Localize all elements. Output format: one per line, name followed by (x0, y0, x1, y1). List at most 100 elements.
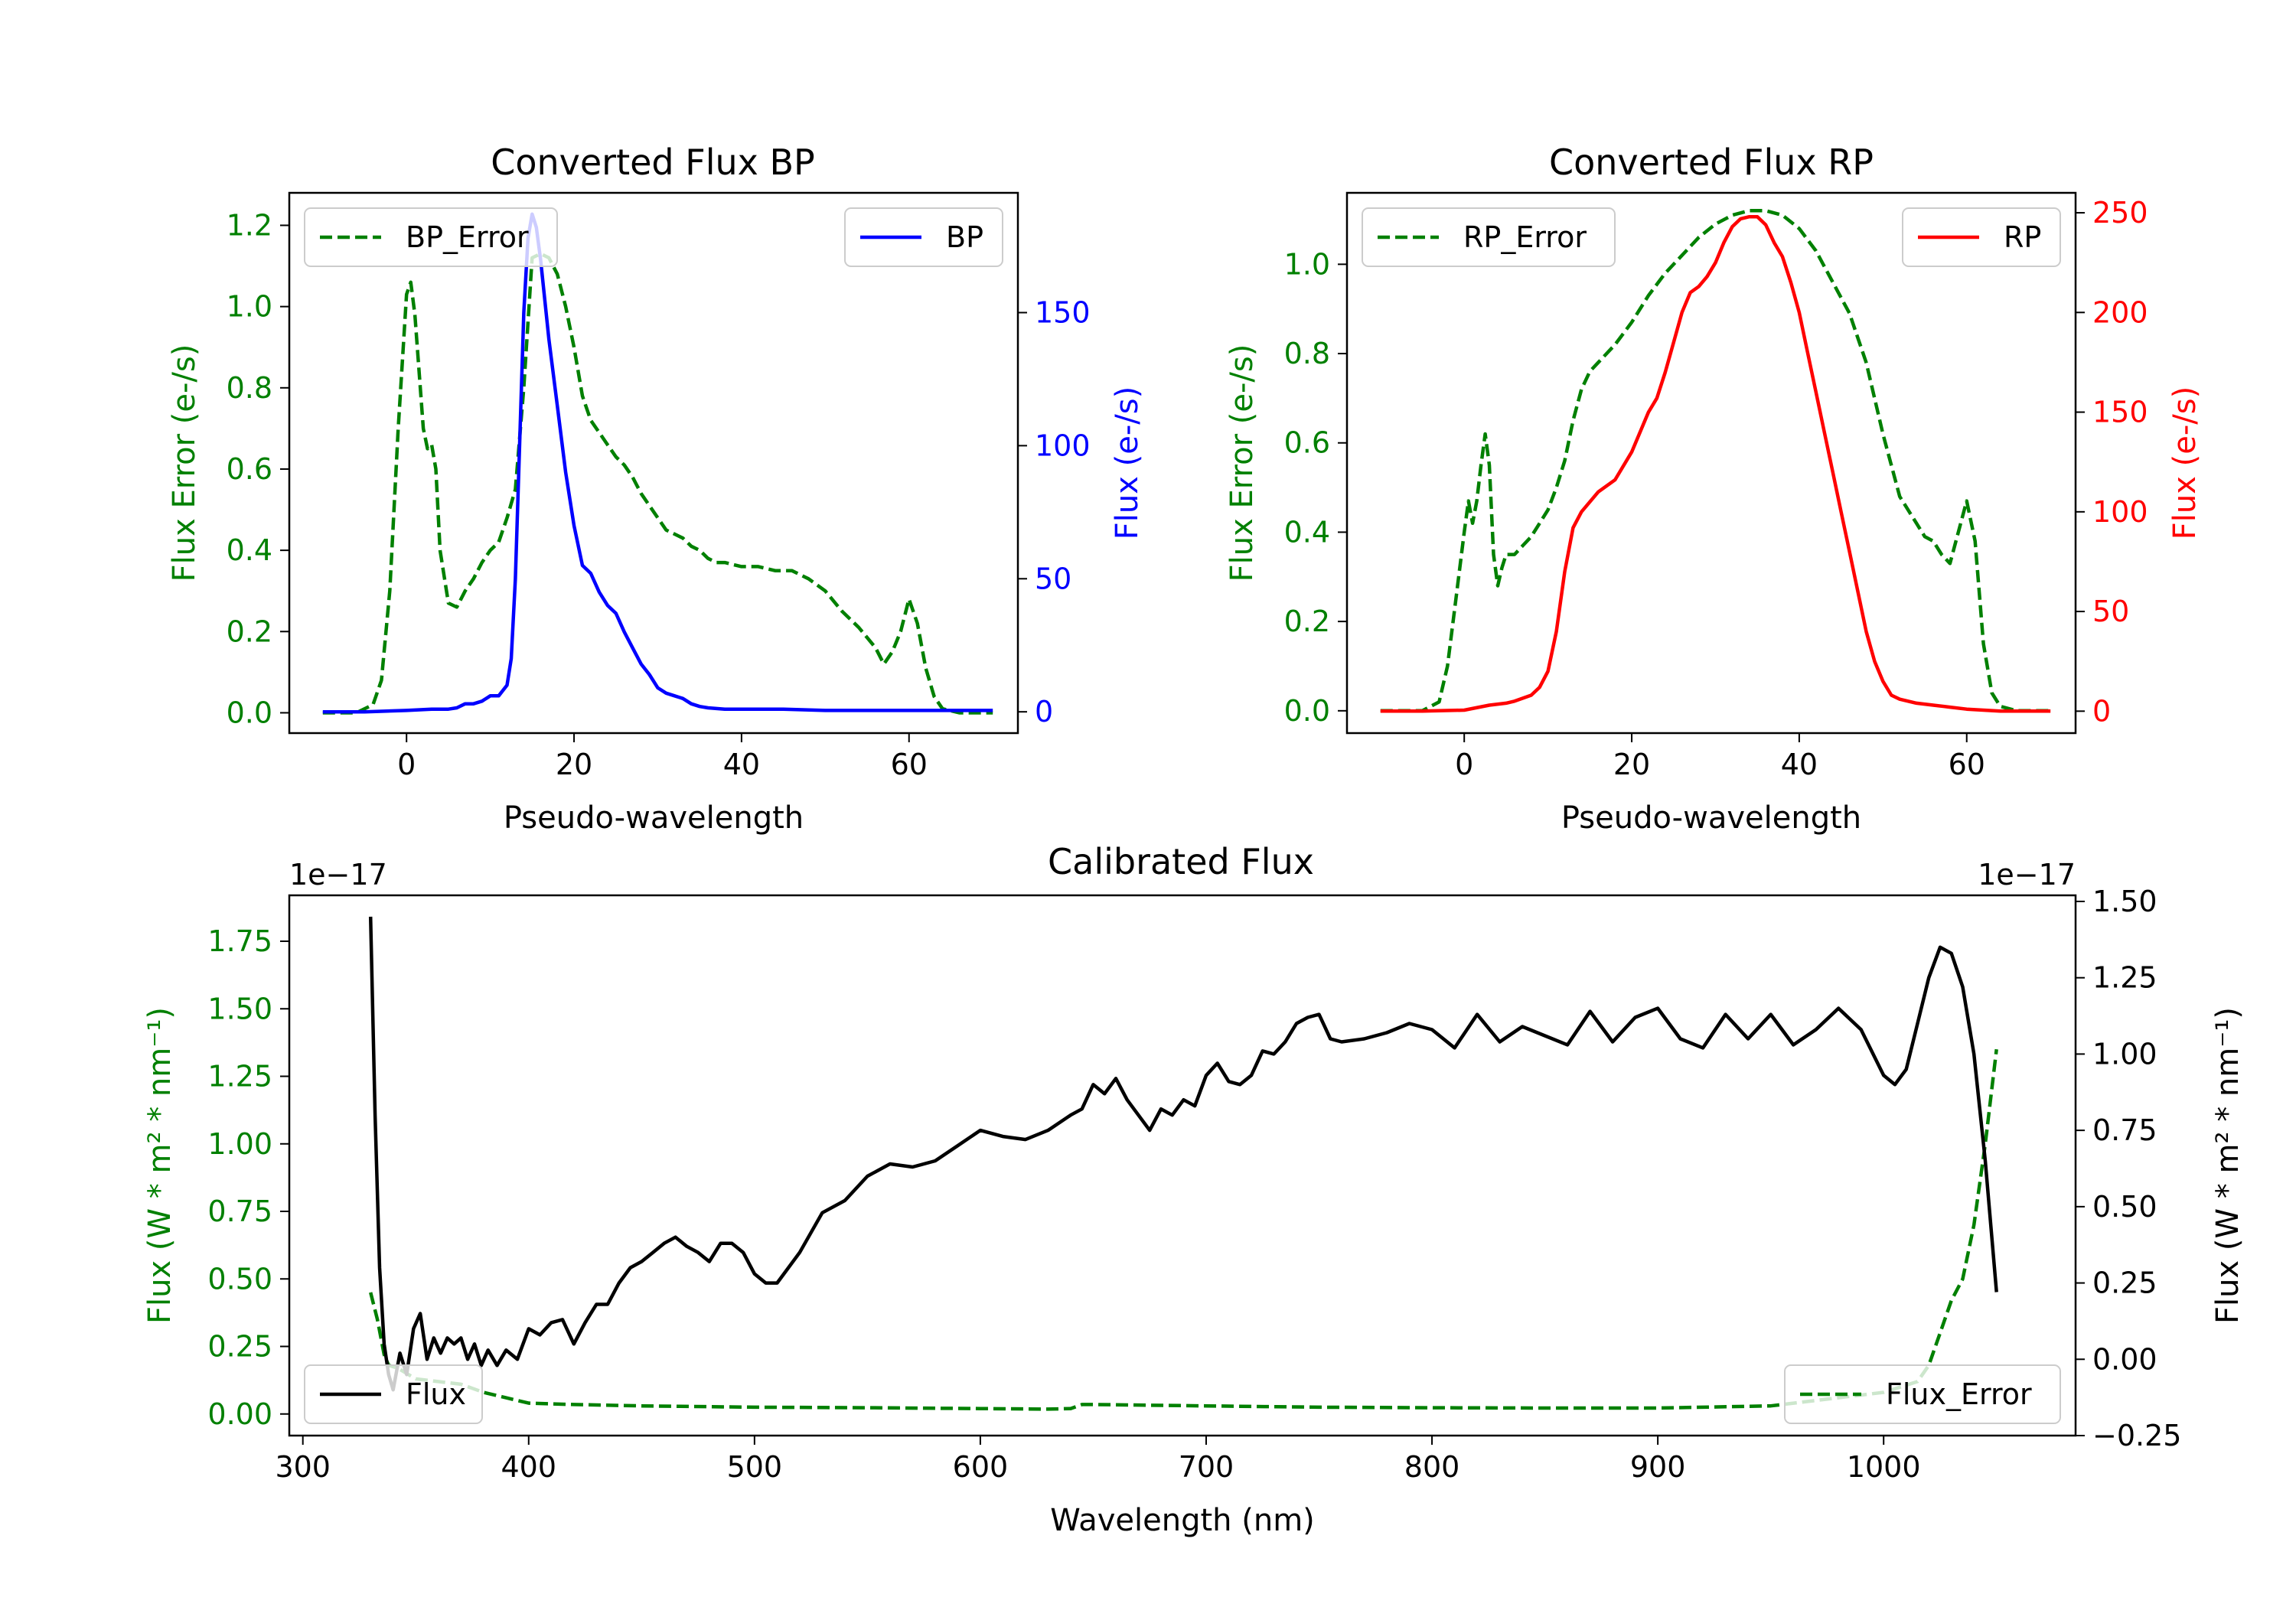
panel-bp-ytick-left-label: 1.0 (227, 290, 272, 324)
panel-calibrated-offset-left: 1e−17 (289, 858, 387, 892)
panel-calibrated-legend-right-label: Flux_Error (1886, 1377, 2032, 1411)
panel-bp-xtick-label: 20 (556, 748, 592, 781)
panel-calibrated-ytick-right-label: 0.25 (2092, 1266, 2157, 1300)
panel-rp-xtick-label: 60 (1949, 748, 1985, 781)
panel-calibrated-xtick-label: 600 (953, 1450, 1009, 1484)
panel-rp-ytick-left-label: 0.2 (1284, 605, 1330, 638)
panel-rp-legend-right-box (1902, 207, 2061, 267)
panel-calibrated-ytick-right-label: −0.25 (2092, 1419, 2181, 1452)
panel-bp: Converted Flux BP 0 20 40 60 0.0 0.2 0.4 0.6 0.8… (167, 142, 1145, 836)
panel-bp-xlabel: Pseudo-wavelength (504, 800, 804, 836)
panel-calibrated-ytick-left-label: 1.50 (207, 992, 272, 1025)
panel-calibrated-legend-left-box (304, 1364, 483, 1424)
panel-bp-ytick-left-label: 0.0 (227, 696, 272, 729)
panel-calibrated-ytick-left-label: 1.00 (207, 1127, 272, 1161)
panel-bp-ytick-right-label: 50 (1035, 562, 1071, 595)
panel-bp-ylabel-right: Flux (e-/s) (1110, 386, 1145, 539)
panel-bp-frame (288, 191, 1019, 735)
panel-bp-ytick-right-label: 0 (1035, 695, 1053, 729)
panel-bp-legend-right-label: BP (946, 220, 983, 254)
panel-bp-ytick-left-label: 0.8 (227, 371, 272, 405)
panel-calibrated-xtick-label: 300 (275, 1450, 331, 1484)
panel-bp-title: Converted Flux BP (491, 142, 815, 183)
panel-bp-ytick-left-label: 0.4 (227, 533, 272, 567)
panel-rp-ylabel-left: Flux Error (e-/s) (1225, 344, 1260, 582)
panel-calibrated-xlabel: Wavelength (nm) (1050, 1503, 1315, 1538)
panel-calibrated-legend-right-box (1784, 1364, 2061, 1424)
panel-rp-xtick-label: 0 (1455, 748, 1473, 781)
panel-calibrated-ytick-right-label: 1.50 (2092, 885, 2157, 918)
panel-rp-legend-right: RP (1902, 207, 2061, 267)
panel-rp-frame (1345, 191, 2077, 735)
panel-calibrated-ytick-left-label: 0.25 (207, 1330, 272, 1364)
panel-bp-ylabel-left: Flux Error (e-/s) (167, 344, 202, 582)
panel-calibrated-legend-left-label: Flux (406, 1377, 466, 1411)
panel-calibrated-ylabel-right: Flux (W * m² * nm⁻¹) (2210, 1007, 2245, 1324)
panel-rp-ytick-left-label: 0.6 (1284, 426, 1330, 460)
panel-rp-xtick-label: 20 (1613, 748, 1650, 781)
panel-rp-ytick-left-label: 1.0 (1284, 247, 1330, 281)
panel-rp-series-rp-error (1380, 209, 2051, 713)
panel-calibrated-legend-right: Flux_Error (1784, 1364, 2061, 1424)
panel-bp-series-bp (322, 212, 993, 714)
panel-calibrated-xtick-label: 900 (1630, 1450, 1686, 1484)
panel-calibrated-legend-left: Flux (304, 1364, 483, 1424)
panel-calibrated-ytick-left-label: 1.25 (207, 1060, 272, 1094)
panel-rp-ytick-right-label: 50 (2092, 595, 2129, 628)
panel-calibrated-xtick-label: 1000 (1847, 1450, 1921, 1484)
panel-bp-ticks: 0 20 40 60 0.0 0.2 0.4 0.6 0.8 1.0 1.2 0 50 100 150 (227, 208, 1091, 781)
panel-rp-ytick-left-label: 0.4 (1284, 515, 1330, 549)
panel-rp-title: Converted Flux RP (1549, 142, 1874, 183)
panel-calibrated-ytick-left-label: 1.75 (207, 924, 272, 958)
panel-calibrated-xtick-label: 400 (501, 1450, 557, 1484)
panel-rp-ytick-right-label: 100 (2092, 495, 2148, 529)
panel-calibrated-plot-area (368, 916, 1998, 1411)
panel-rp-legend-left-label: RP_Error (1463, 220, 1587, 254)
panel-rp-ytick-left-label: 0.0 (1284, 694, 1330, 728)
panel-bp-xtick-label: 60 (891, 748, 928, 781)
panel-bp-legend-left-box (304, 207, 558, 267)
panel-bp-legend-left-label: BP_Error (406, 220, 529, 254)
panel-calibrated-ytick-right-label: 0.50 (2092, 1190, 2157, 1224)
panel-bp-ytick-right-label: 100 (1035, 429, 1091, 462)
panel-calibrated-xtick-label: 700 (1179, 1450, 1234, 1484)
panel-rp-xlabel: Pseudo-wavelength (1561, 800, 1861, 836)
panel-bp-legend-left: BP_Error (304, 207, 558, 267)
panel-rp-ticks: 0 20 40 60 0.0 0.2 0.4 0.6 0.8 1.0 0 50 100 150 200 250 (1284, 196, 2148, 781)
panel-bp-xtick-label: 40 (723, 748, 760, 781)
panel-rp-legend-right-label: RP (2004, 220, 2041, 254)
panel-bp-legend-right: BP (844, 207, 1003, 267)
panel-rp-legend-left: RP_Error (1362, 207, 1616, 267)
panel-calibrated-ytick-right-label: 1.25 (2092, 961, 2157, 995)
panel-calibrated-ytick-right-label: 1.00 (2092, 1037, 2157, 1071)
panel-rp-ytick-right-label: 0 (2092, 694, 2111, 728)
panel-calibrated-ytick-left-label: 0.75 (207, 1195, 272, 1228)
panel-calibrated-series-flux (368, 916, 1998, 1392)
panel-rp-xtick-label: 40 (1781, 748, 1818, 781)
panel-calibrated-ylabel-left: Flux (W * m² * nm⁻¹) (142, 1007, 178, 1324)
panel-calibrated-xtick-label: 800 (1404, 1450, 1460, 1484)
panel-bp-legend-right-box (844, 207, 1003, 267)
panel-calibrated-series-flux-error (369, 1048, 1998, 1411)
panel-calibrated-title: Calibrated Flux (1048, 841, 1314, 882)
panel-calibrated-ytick-left-label: 0.00 (207, 1397, 272, 1431)
panel-rp-series-rp (1380, 215, 2051, 713)
panel-calibrated-ytick-left-label: 0.50 (207, 1262, 272, 1296)
panel-bp-ytick-right-label: 150 (1035, 296, 1091, 330)
panel-calibrated-ytick-right-label: 0.75 (2092, 1113, 2157, 1147)
panel-bp-xtick-label: 0 (397, 748, 416, 781)
panel-rp-ytick-right-label: 200 (2092, 295, 2148, 329)
panel-rp: Converted Flux RP 0 20 40 60 0.0 0.2 0.4 0.6 0.8… (1225, 142, 2203, 836)
panel-rp-plot-area (1380, 209, 2051, 713)
panel-bp-series-bp-error (322, 252, 993, 715)
panel-bp-ytick-left-label: 0.6 (227, 452, 272, 486)
panel-rp-ylabel-right: Flux (e-/s) (2167, 386, 2203, 539)
panel-calibrated-ticks: 300 400 500 600 700 800 900 1000 0.00 0.25 0.50 0.7… (207, 885, 2181, 1484)
panel-rp-ytick-left-label: 0.8 (1284, 337, 1330, 370)
panel-rp-legend-left-box (1362, 207, 1616, 267)
panel-calibrated-frame (288, 894, 2077, 1437)
panel-calibrated-ytick-right-label: 0.00 (2092, 1342, 2157, 1376)
panel-calibrated-xtick-label: 500 (727, 1450, 783, 1484)
panel-calibrated-offset-right: 1e−17 (1978, 858, 2076, 892)
